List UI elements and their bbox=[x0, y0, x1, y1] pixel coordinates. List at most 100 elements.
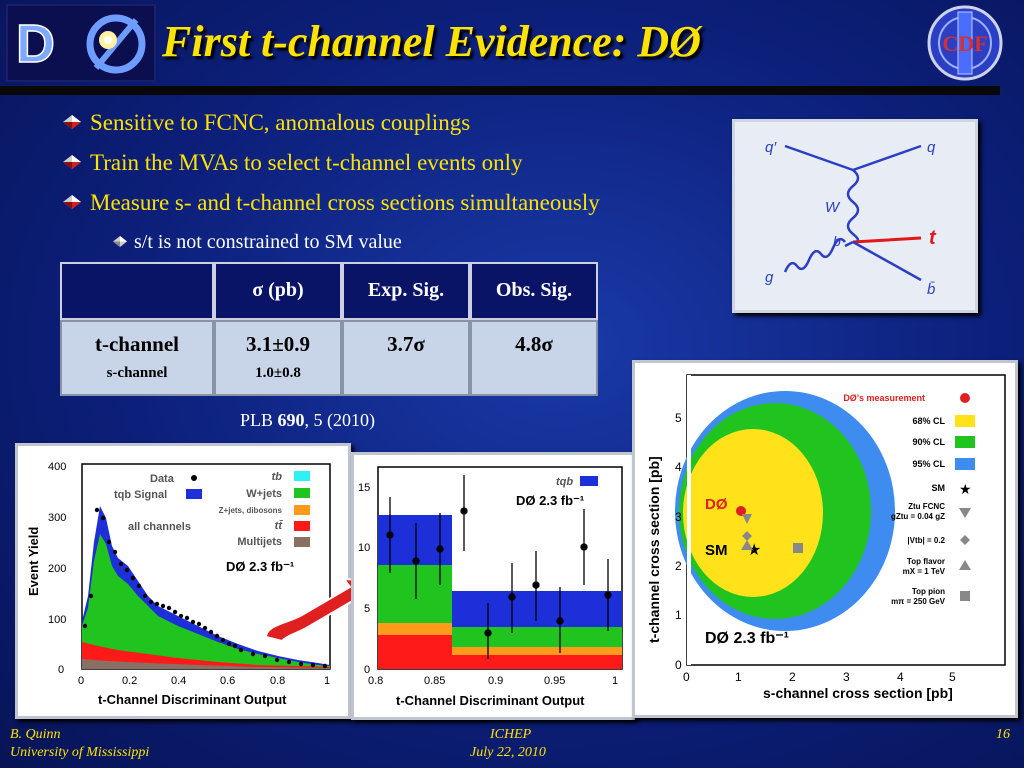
legend-star-icon: ★ bbox=[959, 481, 972, 497]
page-title: First t-channel Evidence: DØ bbox=[162, 17, 701, 66]
feynman-label-g: g bbox=[765, 269, 774, 286]
mid-xtick: 0.95 bbox=[544, 675, 565, 687]
left-xlabel: t-Channel Discriminant Output bbox=[98, 692, 287, 707]
legend-top-pion-mass: mπ = 250 GeV bbox=[891, 597, 946, 606]
right-ytick: 5 bbox=[675, 411, 682, 425]
diamond-bullet-icon bbox=[62, 110, 84, 136]
left-xtick: 1 bbox=[324, 675, 330, 687]
table-header-exp-sig: Exp. Sig. bbox=[342, 262, 470, 320]
d0-logo: D bbox=[6, 4, 156, 82]
s-channel-label: s-channel bbox=[106, 365, 168, 381]
legend-tqb: tqb Signal bbox=[114, 489, 167, 501]
cross-section-table: σ (pb) Exp. Sig. Obs. Sig. t-channel s-c… bbox=[60, 262, 598, 396]
bullet-text: Sensitive to FCNC, anomalous couplings bbox=[90, 110, 471, 135]
feynman-diagram: q′ q W b t g b̄ bbox=[732, 119, 978, 313]
footer-author: B. Quinn bbox=[10, 727, 61, 742]
right-ylabel: t-channel cross section [pb] bbox=[646, 456, 662, 643]
t-channel-obs-sig: 4.8σ bbox=[515, 332, 553, 356]
feynman-label-bbar: b̄ bbox=[927, 281, 936, 298]
right-ytick: 2 bbox=[675, 559, 682, 573]
bullet-text: Train the MVAs to select t-channel event… bbox=[90, 150, 523, 175]
legend-wjets: W+jets bbox=[246, 488, 282, 500]
marker-d0: DØ bbox=[705, 496, 728, 513]
table-sigma-cell: 3.1±0.9 1.0±0.8 bbox=[214, 320, 342, 396]
cross-section-contour-plot: ★ DØ SM 0 1 2 3 4 5 0 1 2 3 4 5 s-channe… bbox=[632, 360, 1018, 718]
legend-90cl: 90% CL bbox=[912, 437, 945, 447]
left-ytick: 100 bbox=[48, 614, 66, 626]
left-ytick: 0 bbox=[58, 664, 64, 676]
feynman-label-t: t bbox=[929, 227, 937, 249]
legend-multijets: Multijets bbox=[237, 536, 282, 548]
right-xtick: 1 bbox=[735, 670, 742, 684]
table-header-empty bbox=[60, 262, 214, 320]
right-lumi: DØ 2.3 fb⁻¹ bbox=[705, 630, 789, 647]
table-obs-cell: 4.8σ bbox=[470, 320, 598, 396]
diamond-bullet-icon bbox=[112, 231, 130, 254]
mid-xtick: 1 bbox=[612, 675, 618, 687]
right-xtick: 2 bbox=[789, 670, 796, 684]
legend-fcnc-coupling: gZtu = 0.04 gZ bbox=[891, 512, 945, 521]
legend-fcnc: Ztu FCNC bbox=[908, 502, 945, 511]
left-xtick: 0.2 bbox=[122, 675, 137, 687]
footer-conference: ICHEP bbox=[490, 727, 532, 742]
diamond-bullet-icon bbox=[62, 150, 84, 176]
right-xtick: 3 bbox=[843, 670, 850, 684]
left-xtick: 0.6 bbox=[220, 675, 235, 687]
mid-ytick: 15 bbox=[358, 482, 370, 494]
left-lumi: DØ 2.3 fb⁻¹ bbox=[226, 559, 294, 574]
left-xtick: 0.4 bbox=[171, 675, 186, 687]
footer-date: July 22, 2010 bbox=[470, 745, 546, 760]
table-exp-cell: 3.7σ bbox=[342, 320, 470, 396]
right-xlabel: s-channel cross section [pb] bbox=[763, 685, 953, 701]
feynman-label-qprime: q′ bbox=[765, 139, 777, 156]
right-xtick: 0 bbox=[683, 670, 690, 684]
right-ytick: 4 bbox=[675, 460, 682, 474]
mid-lumi: DØ 2.3 fb⁻¹ bbox=[516, 493, 584, 508]
mid-ytick: 10 bbox=[358, 542, 370, 554]
sub-bullet-text: s/t is not constrained to SM value bbox=[134, 231, 402, 253]
legend-top-pion: Top pion bbox=[912, 587, 945, 596]
cdf-logo: CDF bbox=[922, 4, 1008, 82]
s-channel-sigma: 1.0±0.8 bbox=[255, 365, 301, 381]
left-xtick: 0 bbox=[78, 675, 84, 687]
right-ytick: 3 bbox=[675, 510, 682, 524]
t-channel-exp-sig: 3.7σ bbox=[387, 332, 425, 356]
legend-channels: all channels bbox=[128, 521, 191, 533]
legend-top-flavor-mass: mX = 1 TeV bbox=[903, 567, 946, 576]
right-xtick: 5 bbox=[949, 670, 956, 684]
legend-95cl: 95% CL bbox=[912, 459, 945, 469]
cdf-logo-text: CDF bbox=[942, 31, 987, 56]
t-channel-label: t-channel bbox=[95, 332, 179, 356]
reference-prefix: PLB bbox=[240, 410, 278, 430]
legend-vtb: |Vtb| = 0.2 bbox=[907, 536, 945, 545]
feynman-label-q: q bbox=[927, 139, 936, 156]
mid-ytick: 5 bbox=[364, 603, 370, 615]
t-channel-sigma: 3.1±0.9 bbox=[245, 332, 311, 356]
legend-ttbar: tt̄ bbox=[275, 520, 284, 532]
mid-xlabel: t-Channel Discriminant Output bbox=[396, 693, 585, 708]
d0-logo-letter-d: D bbox=[16, 14, 55, 74]
reference-volume: 690 bbox=[277, 410, 305, 430]
diamond-bullet-icon bbox=[62, 190, 84, 216]
reference: PLB 690, 5 (2010) bbox=[240, 410, 375, 431]
legend-top-flavor: Top flavor bbox=[907, 557, 945, 566]
mid-xtick: 0.85 bbox=[424, 675, 445, 687]
bullet-fcnc: Sensitive to FCNC, anomalous couplings bbox=[62, 110, 470, 136]
legend-measurement: DØ's measurement bbox=[843, 393, 925, 403]
right-ytick: 1 bbox=[675, 608, 682, 622]
marker-sm: SM bbox=[705, 542, 728, 559]
legend-sm: SM bbox=[932, 483, 946, 493]
footer-affiliation: University of Mississippi bbox=[10, 745, 150, 760]
mid-xtick: 0.9 bbox=[488, 675, 503, 687]
table-header-obs-sig: Obs. Sig. bbox=[470, 262, 598, 320]
table-header-sigma: σ (pb) bbox=[214, 262, 342, 320]
title-divider bbox=[0, 86, 1000, 95]
table-row-label: t-channel s-channel bbox=[60, 320, 214, 396]
sub-bullet: s/t is not constrained to SM value bbox=[112, 231, 402, 254]
discriminant-plot-zoom: 0 5 10 15 0.8 0.85 0.9 0.95 1 t-Channel … bbox=[351, 452, 635, 720]
feynman-label-w: W bbox=[825, 199, 841, 216]
bullet-mva: Train the MVAs to select t-channel event… bbox=[62, 150, 522, 176]
footer-page-number: 16 bbox=[996, 727, 1010, 742]
reference-suffix: , 5 (2010) bbox=[304, 410, 376, 430]
legend-68cl: 68% CL bbox=[912, 416, 945, 426]
